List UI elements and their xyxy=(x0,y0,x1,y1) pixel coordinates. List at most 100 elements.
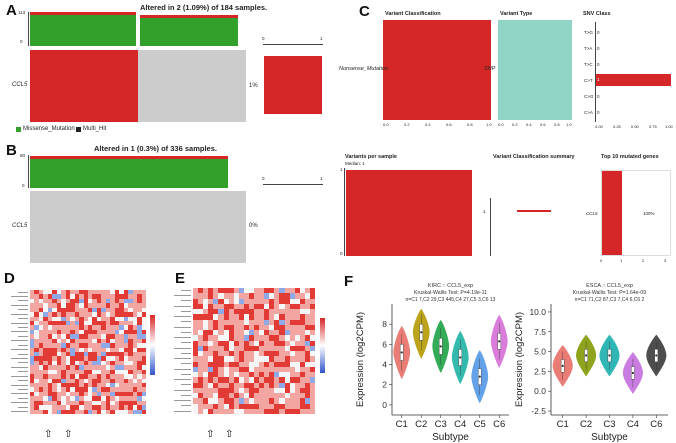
heatmap-cell xyxy=(137,387,142,392)
heatmap-cell xyxy=(30,400,35,406)
heatmap-cell xyxy=(47,347,53,352)
heatmap-cell xyxy=(70,294,75,299)
heatmap-cell xyxy=(96,290,102,295)
heatmap-cell xyxy=(52,298,57,304)
heatmap-cell xyxy=(279,303,285,309)
heatmap-cell xyxy=(30,303,35,308)
heatmap-cell xyxy=(228,330,234,336)
heatmap-cell xyxy=(110,303,115,308)
heatmap-cell xyxy=(141,320,146,326)
heatmap-cell xyxy=(114,298,120,304)
heatmap-cell xyxy=(228,387,234,393)
heatmap-cell xyxy=(259,408,265,414)
heatmap-cell xyxy=(289,393,295,399)
heatmap-cell xyxy=(30,382,35,388)
heatmap-cell xyxy=(119,378,124,383)
heatmap-cell xyxy=(259,319,265,325)
heatmap-cell xyxy=(43,405,48,410)
c-row-label-nonsense: Nonsense_Mutation xyxy=(339,66,388,72)
panel-a-side-bar xyxy=(264,56,322,114)
heatmap-cell xyxy=(228,293,234,299)
heatmap-row-label-mark xyxy=(18,291,28,293)
heatmap-cell xyxy=(61,334,66,339)
heatmap-cell xyxy=(38,360,44,366)
panel-a-letter: A xyxy=(6,2,17,19)
heatmap-cell xyxy=(87,369,93,375)
heatmap-cell xyxy=(304,309,310,315)
heatmap-cell xyxy=(218,382,224,388)
heatmap-cell xyxy=(279,377,285,383)
heatmap-cell xyxy=(105,396,111,401)
heatmap-cell xyxy=(74,374,80,379)
heatmap-cell xyxy=(238,319,244,325)
heatmap-cell xyxy=(137,347,142,352)
heatmap-cell xyxy=(96,409,102,414)
heatmap-cell xyxy=(105,294,111,299)
heatmap-cell xyxy=(52,360,57,366)
heatmap-cell xyxy=(56,391,62,397)
heatmap-cell xyxy=(137,409,142,414)
heatmap-cell xyxy=(79,294,84,299)
heatmap-cell xyxy=(289,314,295,320)
heatmap-cell xyxy=(70,290,75,295)
heatmap-cell xyxy=(87,387,93,392)
heatmap-cell xyxy=(47,334,53,339)
heatmap-cell xyxy=(105,374,111,379)
heatmap-cell xyxy=(193,314,199,320)
heatmap-cell xyxy=(61,298,66,304)
heatmap-cell xyxy=(269,324,275,330)
heatmap-cell xyxy=(193,330,199,336)
heatmap-cell xyxy=(30,329,35,335)
heatmap-cell xyxy=(218,377,224,383)
heatmap-cell xyxy=(52,382,57,388)
heatmap-cell xyxy=(92,347,97,352)
heatmap-cell xyxy=(203,387,209,393)
heatmap-cell xyxy=(259,314,265,320)
heatmap-cell xyxy=(137,298,142,304)
heatmap-cell xyxy=(137,290,142,295)
heatmap-cell xyxy=(284,387,290,393)
heatmap-cell xyxy=(110,396,115,401)
heatmap-row-label-mark xyxy=(181,394,191,396)
heatmap-cell xyxy=(259,303,265,309)
heatmap-cell xyxy=(193,345,199,351)
heatmap-cell xyxy=(274,351,280,357)
heatmap-cell xyxy=(30,396,35,401)
heatmap-cell xyxy=(274,309,280,315)
heatmap-cell xyxy=(47,396,53,401)
heatmap-cell xyxy=(74,396,80,401)
heatmap-cell xyxy=(141,387,146,392)
heatmap-cell xyxy=(141,334,146,339)
panel-a-oncoprint-mutated xyxy=(30,50,138,122)
heatmap-cell xyxy=(304,319,310,325)
heatmap-cell xyxy=(294,408,300,414)
heatmap-cell xyxy=(198,330,204,336)
heatmap-cell xyxy=(114,356,120,361)
heatmap-cell xyxy=(279,361,285,367)
heatmap-cell xyxy=(299,340,305,346)
heatmap-cell xyxy=(264,345,270,351)
heatmap-cell xyxy=(38,369,44,375)
heatmap-cell xyxy=(119,343,124,348)
heatmap-cell xyxy=(52,343,57,348)
heatmap-cell xyxy=(96,374,102,379)
heatmap-cell xyxy=(110,409,115,414)
violin-ytick-label: 2.5 xyxy=(534,366,546,376)
heatmap-cell xyxy=(119,325,124,330)
heatmap-cell xyxy=(65,290,71,295)
heatmap-cell xyxy=(56,307,62,313)
heatmap-cell xyxy=(254,335,260,341)
heatmap-cell xyxy=(34,351,39,357)
heatmap-cell xyxy=(269,309,275,315)
heatmap-cell xyxy=(70,298,75,304)
heatmap-cell xyxy=(38,400,44,406)
heatmap-cell xyxy=(274,377,280,383)
heatmap-cell xyxy=(309,288,315,294)
violin-median-dot xyxy=(478,375,481,378)
heatmap-cell xyxy=(114,400,120,406)
heatmap-cell xyxy=(259,366,265,372)
heatmap-cell xyxy=(83,320,88,326)
violin-ytick-label: 5.0 xyxy=(534,347,546,357)
heatmap-cell xyxy=(128,387,133,392)
heatmap-cell xyxy=(203,309,209,315)
